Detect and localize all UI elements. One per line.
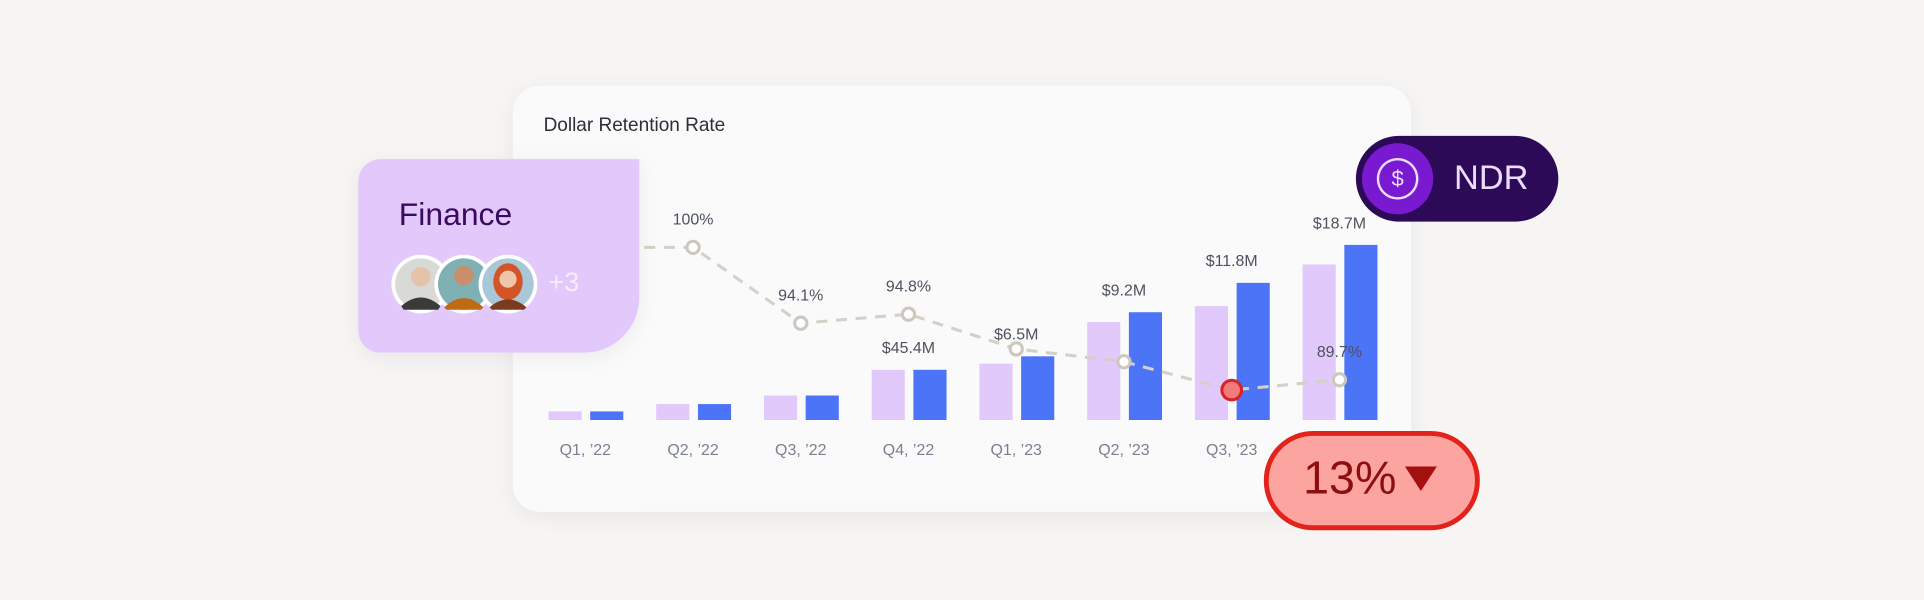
card-bg [358,159,640,353]
line-point [793,315,809,331]
x-tick-label: Q1, ’22 [560,442,612,459]
chart-card [512,85,1412,512]
card-extra: +3 [548,267,579,297]
bar-annotation: $6.5M [994,327,1038,344]
x-tick-label: Q1, ’23 [991,442,1043,459]
point-label: 89.7% [1317,344,1362,361]
finance-card: Finance +3 [358,159,640,353]
x-tick-label: Q4, ’22 [883,442,935,459]
bar [1194,306,1229,420]
x-tick-label: Q2, ’23 [1098,442,1150,459]
badge-bg [1263,431,1480,531]
bar-annotation: $18.7M [1313,215,1366,232]
bar-annotation: $9.2M [1102,283,1146,300]
avatar-face [499,270,517,288]
plot: Q1, ’22 Q2, ’22 Q3, ’22 Q4, ’22 Q1, ’23 Q2, ’… [548,212,1378,459]
line-point [1220,378,1244,402]
avatars [391,254,538,314]
change-badge: 13% [1263,431,1480,531]
tag-icon-bg [1362,143,1434,215]
tag-icon: $ [1391,166,1403,191]
line-point [685,239,701,255]
line-point [1008,341,1024,357]
x-tick-label: Q3, ’23 [1206,442,1258,459]
bar [913,369,947,420]
tag-icon-ring [1376,157,1419,200]
bar [805,395,839,420]
point-label: 94.8% [886,278,931,295]
x-tick-label: Q2, ’22 [667,442,719,459]
line-point [1331,372,1348,388]
avatar-body [444,298,484,310]
bar [548,411,582,420]
bar [1236,282,1270,420]
avatar-face [411,266,431,287]
line-point [900,306,917,322]
bar-annotation: $45.4M [882,340,935,357]
bar [697,404,732,420]
tag-label: NDR [1454,159,1528,197]
bar-annotation: $11.8M [1206,253,1258,270]
bar [656,404,690,420]
point-label: 100% [673,212,714,229]
bar [1302,264,1336,420]
bar [871,369,905,420]
bar [1021,356,1055,420]
point-label: 94.1% [778,287,823,304]
avatar-body [401,297,441,310]
card-title: Finance [399,196,512,232]
avatar-face [454,265,474,286]
badge-arrow [1404,466,1437,492]
avatar-body [489,299,527,310]
badge-value: 13% [1303,452,1396,504]
bar [763,395,798,420]
ndr-tag: $ NDR [1355,135,1559,222]
chart-title: Dollar Retention Rate [544,115,726,136]
x-tick-label: Q3, ’22 [775,442,827,459]
bar [979,363,1013,420]
bar [1344,244,1378,420]
bar [590,411,624,420]
line-point [1116,354,1132,370]
bar [1087,322,1121,420]
